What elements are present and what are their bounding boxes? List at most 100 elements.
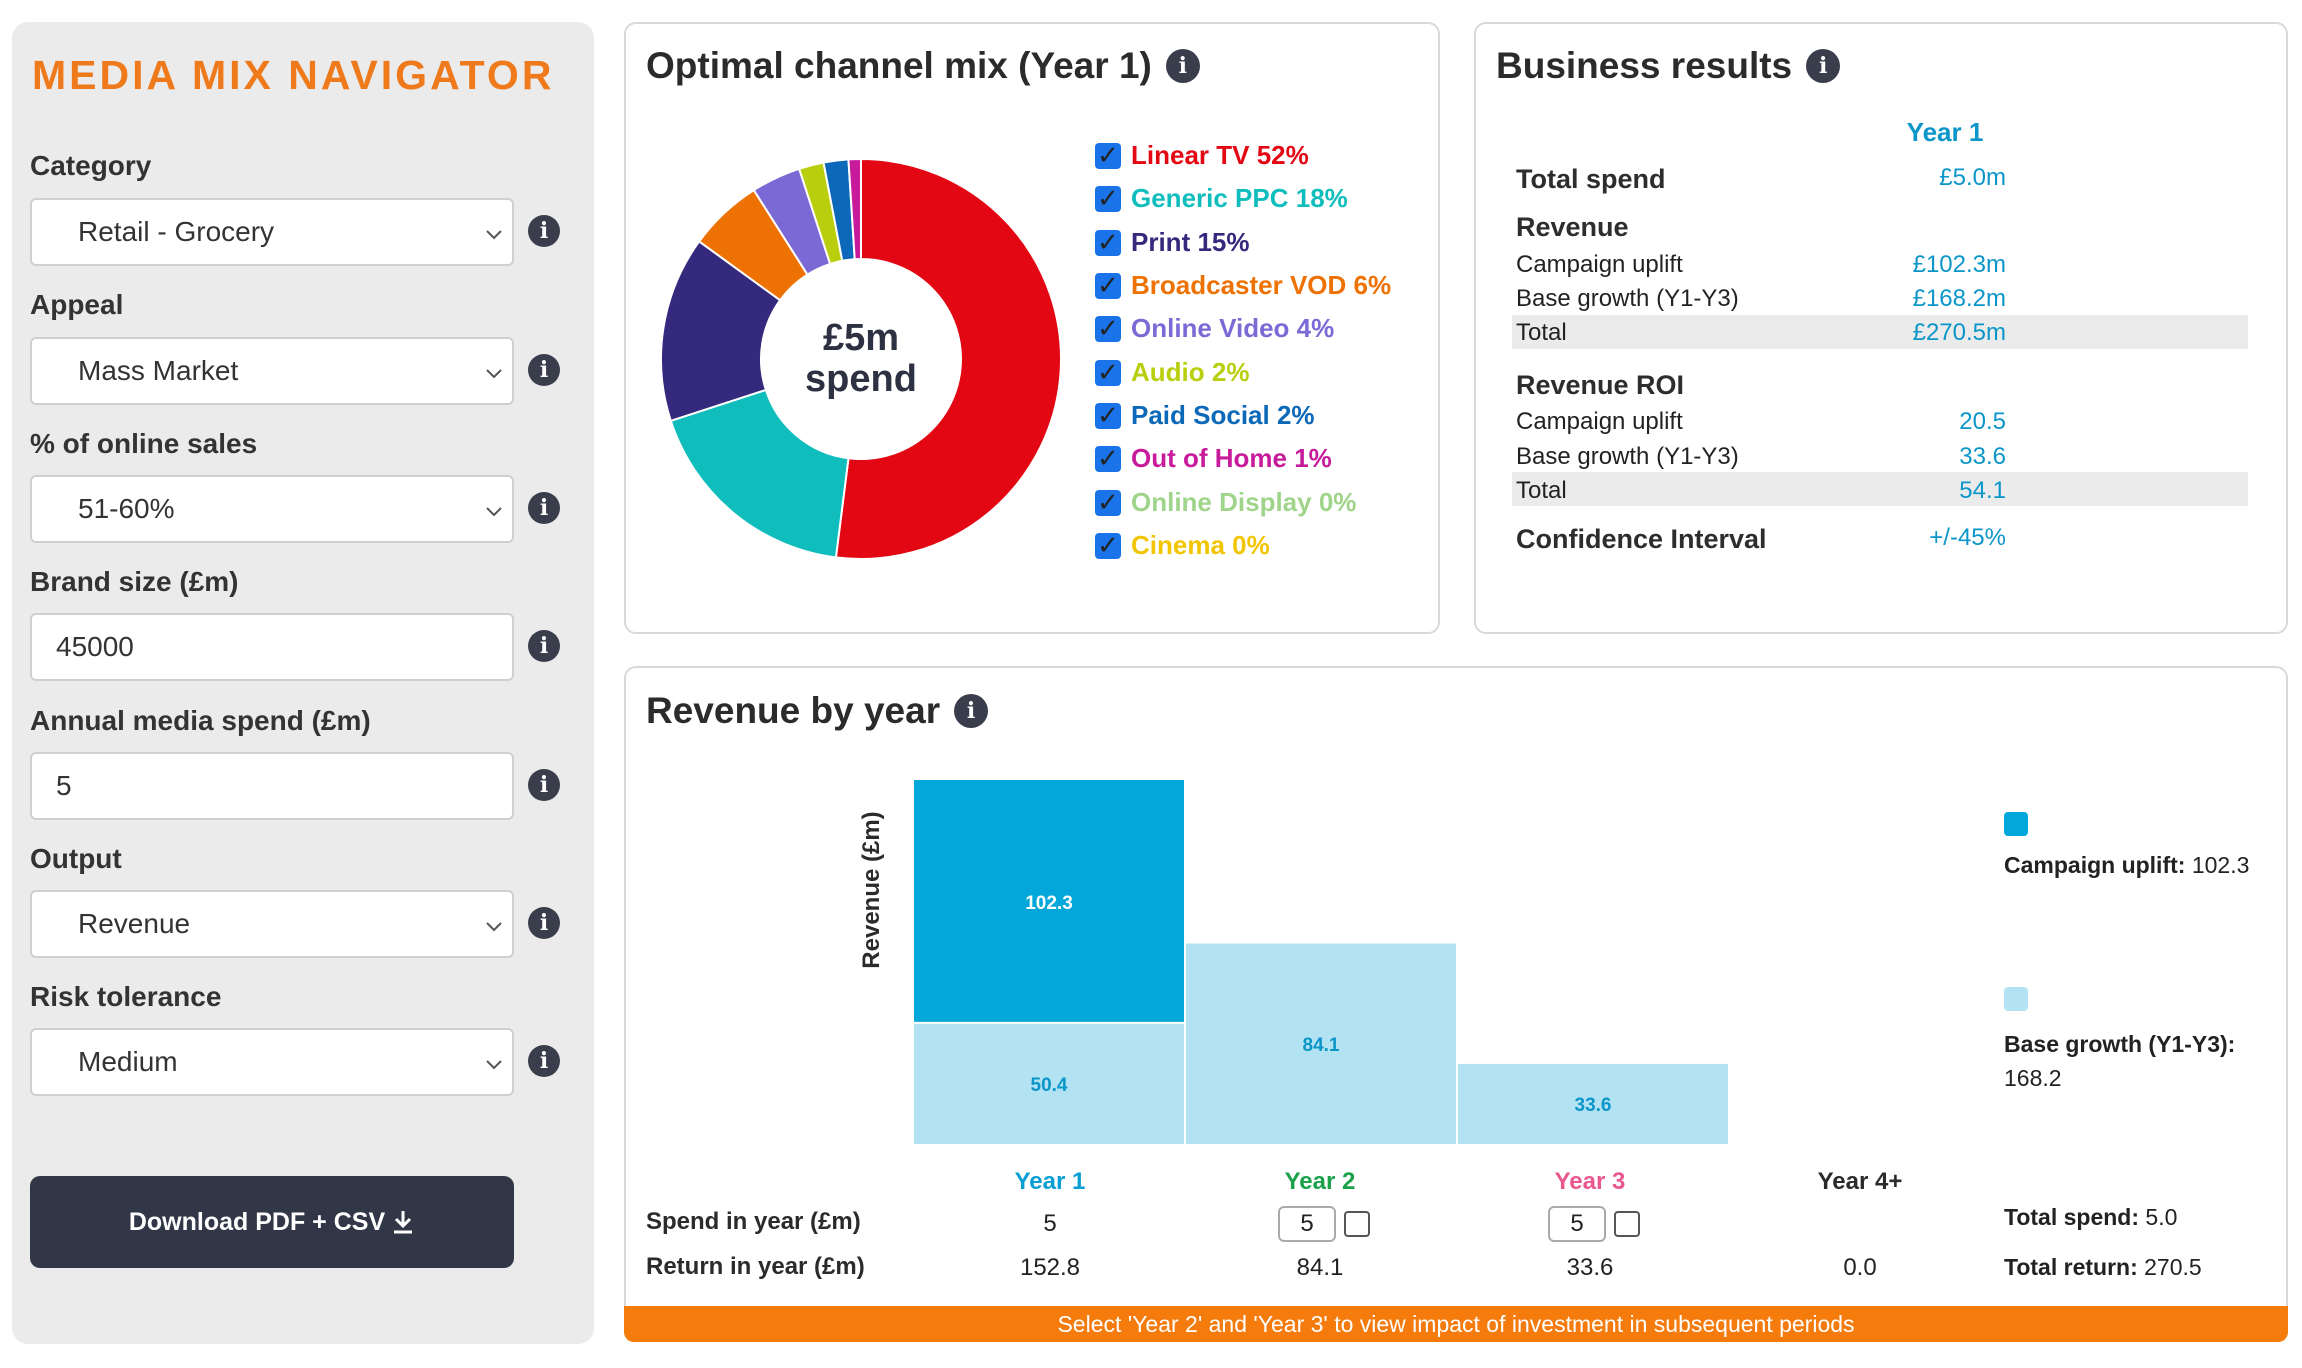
revenue-by-year-title-text: Revenue by year: [646, 690, 941, 731]
confidence-interval-value: +/-45%: [1929, 524, 2006, 551]
brand-size-info-icon[interactable]: i: [528, 630, 560, 662]
online-sales-select[interactable]: 51-60%: [30, 475, 514, 543]
brand-size-input[interactable]: 45000: [30, 613, 514, 681]
spend-in-year-label: Spend in year (£m): [646, 1208, 861, 1235]
media-spend-info-icon[interactable]: i: [528, 769, 560, 801]
checkbox-checked-icon[interactable]: ✓: [1095, 487, 1121, 517]
checkbox-checked-icon[interactable]: ✓: [1095, 227, 1121, 257]
roi-total-label: Total: [1516, 477, 1567, 504]
checkbox-checked-icon[interactable]: ✓: [1095, 183, 1121, 213]
checkbox-checked-icon[interactable]: ✓: [1095, 530, 1121, 560]
roi-base-value: 33.6: [1959, 443, 2006, 470]
online-sales-info-icon[interactable]: i: [528, 492, 560, 524]
total-return-summary-label: Total return:: [2004, 1254, 2138, 1280]
download-button[interactable]: Download PDF + CSV: [30, 1176, 514, 1268]
risk-tolerance-info-icon[interactable]: i: [528, 1045, 560, 1077]
legend-label: Broadcaster VOD 6%: [1131, 270, 1392, 300]
confidence-interval-label: Confidence Interval: [1516, 524, 1767, 554]
app-title: MEDIA MIX NAVIGATOR: [32, 52, 555, 98]
brand-size-value: 45000: [56, 631, 134, 662]
appeal-value: Mass Market: [78, 355, 239, 386]
chevron-down-icon: [486, 369, 502, 379]
checkbox-checked-icon[interactable]: ✓: [1095, 313, 1121, 343]
revenue-uplift-value: £102.3m: [1912, 251, 2006, 278]
revenue-y-axis-label: Revenue (£m): [858, 811, 885, 969]
channel-mix-info-icon[interactable]: i: [1165, 49, 1200, 83]
appeal-info-icon[interactable]: i: [528, 354, 560, 386]
roi-base-label: Base growth (Y1-Y3): [1516, 443, 1739, 470]
campaign-uplift-swatch: [2004, 812, 2028, 836]
checkbox-checked-icon[interactable]: ✓: [1095, 270, 1121, 300]
online-sales-label: % of online sales: [30, 428, 258, 459]
roi-uplift-value: 20.5: [1959, 408, 2006, 435]
return-year-1: 152.8: [1019, 1254, 1081, 1281]
output-label: Output: [30, 843, 122, 874]
year-1-column-header[interactable]: Year 1: [1014, 1168, 1086, 1195]
revenue-by-year-info-icon[interactable]: i: [954, 694, 989, 728]
legend-label: Audio 2%: [1131, 357, 1250, 387]
appeal-select[interactable]: Mass Market: [30, 337, 514, 405]
business-results-info-icon[interactable]: i: [1806, 49, 1841, 83]
donut-slice-generic-ppc[interactable]: [669, 388, 850, 559]
footer-hint-bar: Select 'Year 2' and 'Year 3' to view imp…: [624, 1306, 2288, 1342]
campaign-uplift-legend-label: Campaign uplift:: [2004, 852, 2186, 878]
donut-slice-out-of-home[interactable]: [847, 158, 862, 261]
donut-slice-linear-tv[interactable]: [834, 158, 1062, 560]
legend-item-out-of-home[interactable]: ✓ Out of Home 1%: [1095, 443, 1332, 474]
business-results-title: Business results i: [1496, 45, 1841, 87]
bar-base-growth-1: [914, 1023, 1184, 1144]
revenue-base-value: £168.2m: [1912, 285, 2006, 312]
risk-tolerance-select[interactable]: Medium: [30, 1028, 514, 1096]
year-3-column-header[interactable]: Year 3: [1554, 1168, 1626, 1195]
year-3-checkbox[interactable]: [1614, 1211, 1640, 1237]
category-label: Category: [30, 150, 152, 181]
chevron-down-icon: [486, 507, 502, 517]
legend-label: Paid Social 2%: [1131, 400, 1315, 430]
base-growth-swatch: [2004, 987, 2028, 1011]
channel-mix-donut: [660, 158, 1062, 560]
legend-item-online-display[interactable]: ✓ Online Display 0%: [1095, 487, 1356, 518]
roi-total-row: [1512, 472, 2248, 506]
year-2-column-header[interactable]: Year 2: [1284, 1168, 1356, 1195]
output-select[interactable]: Revenue: [30, 890, 514, 958]
legend-item-broadcaster-vod[interactable]: ✓ Broadcaster VOD 6%: [1095, 270, 1391, 301]
campaign-uplift-legend-value: 102.3: [2191, 852, 2250, 878]
total-spend-label: Total spend: [1516, 164, 1666, 194]
channel-mix-title-text: Optimal channel mix (Year 1): [646, 45, 1152, 86]
legend-label: Print 15%: [1131, 227, 1250, 257]
media-spend-input[interactable]: 5: [30, 752, 514, 820]
revenue-total-label: Total: [1516, 319, 1567, 346]
total-spend-summary: Total spend: 5.0: [2004, 1204, 2177, 1231]
revenue-total-row: [1512, 315, 2248, 349]
output-info-icon[interactable]: i: [528, 907, 560, 939]
roi-uplift-label: Campaign uplift: [1516, 408, 1683, 435]
category-select[interactable]: Retail - Grocery: [30, 198, 514, 266]
checkbox-checked-icon[interactable]: ✓: [1095, 443, 1121, 473]
category-info-icon[interactable]: i: [528, 215, 560, 247]
category-value: Retail - Grocery: [78, 216, 275, 247]
year-2-checkbox[interactable]: [1344, 1211, 1370, 1237]
revenue-label: Revenue: [1516, 212, 1629, 242]
legend-item-generic-ppc[interactable]: ✓ Generic PPC 18%: [1095, 183, 1348, 214]
bar-base-growth-3: [1458, 1063, 1728, 1144]
checkbox-checked-icon[interactable]: ✓: [1095, 400, 1121, 430]
spend-year-2-input[interactable]: 5: [1278, 1206, 1336, 1242]
total-return-summary: Total return: 270.5: [2004, 1254, 2202, 1281]
legend-item-paid-social[interactable]: ✓ Paid Social 2%: [1095, 400, 1315, 431]
total-spend-summary-value: 5.0: [2145, 1204, 2178, 1230]
checkbox-checked-icon[interactable]: ✓: [1095, 140, 1121, 170]
spend-year-3-input[interactable]: 5: [1548, 1206, 1606, 1242]
legend-item-linear-tv[interactable]: ✓ Linear TV 52%: [1095, 140, 1309, 171]
legend-item-print[interactable]: ✓ Print 15%: [1095, 227, 1250, 258]
legend-label: Online Video 4%: [1131, 313, 1335, 343]
online-sales-value: 51-60%: [78, 493, 175, 524]
year-1-header: Year 1: [1906, 117, 1984, 147]
legend-item-audio[interactable]: ✓ Audio 2%: [1095, 357, 1249, 388]
risk-tolerance-value: Medium: [78, 1046, 178, 1077]
legend-item-online-video[interactable]: ✓ Online Video 4%: [1095, 313, 1334, 344]
checkbox-checked-icon[interactable]: ✓: [1095, 357, 1121, 387]
base-growth-legend: Base growth (Y1-Y3): 168.2: [2004, 1027, 2235, 1095]
legend-item-cinema[interactable]: ✓ Cinema 0%: [1095, 530, 1270, 561]
year-4-column-header: Year 4+: [1817, 1168, 1903, 1195]
